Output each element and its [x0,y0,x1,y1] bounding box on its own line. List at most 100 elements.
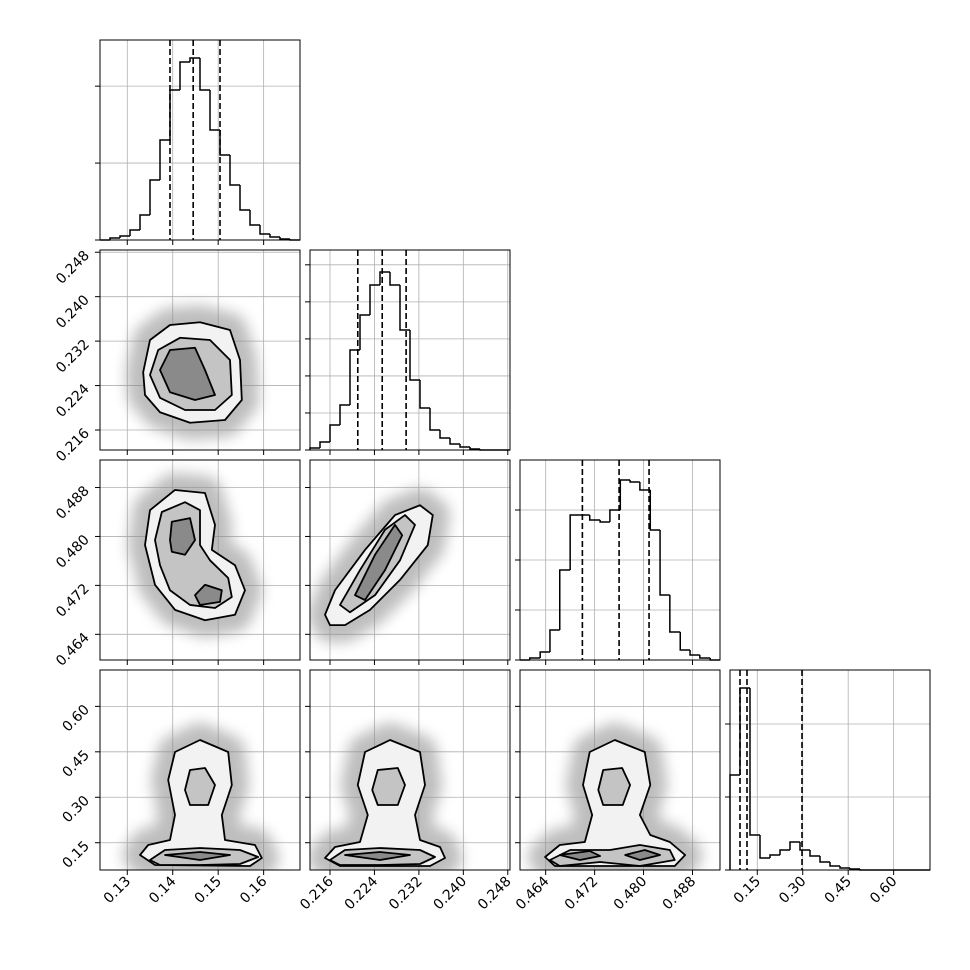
histogram-step [749,688,760,836]
histogram-step [569,514,580,570]
panel-frame [99,669,301,871]
x-tick-label: 0.16 [237,873,270,906]
x-tick-label: 0.224 [342,873,382,913]
x-tick-label: 0.13 [101,874,134,907]
x-tick-label: 0.45 [822,874,855,907]
histogram-step [789,841,800,850]
density-contour [164,851,231,861]
histogram-step [399,284,410,331]
panel-frame [729,669,931,871]
x-tick-label: 0.472 [562,874,602,914]
y-tick-label: 0.232 [53,337,93,377]
panel-frame [99,39,301,241]
histogram-step [649,490,661,531]
x-tick-label: 0.15 [192,874,225,907]
histogram-step [189,57,200,62]
x-tick-label: 0.240 [430,874,470,914]
histogram-step [159,139,170,180]
histogram-step [599,520,610,523]
histogram-step [619,479,631,510]
x-tick-label: 0.30 [776,874,809,907]
density [123,723,279,870]
histogram-step [759,834,770,859]
y-tick-label: 0.224 [53,381,93,421]
panel-frame [99,249,301,451]
histogram-step [429,408,440,431]
density-contour [354,523,404,601]
histogram-step [609,509,621,522]
y-tick-label: 0.15 [59,838,92,871]
histogram-step [729,774,740,870]
histogram-step [539,651,550,658]
histogram-step [679,632,691,651]
density-contour [344,851,411,861]
histogram-step [119,235,130,238]
histogram-step [269,234,280,238]
x-tick-label: 0.60 [867,874,900,907]
histogram-step [219,130,230,156]
histogram-step [829,861,840,867]
panel-frame [519,459,721,661]
panel-frame [309,459,511,661]
density-contour [624,849,661,861]
x-tick-label: 0.232 [386,874,426,914]
histogram-step [419,380,430,409]
histogram-step [109,237,120,240]
x-tick-label: 0.14 [146,873,179,906]
y-tick-label: 0.216 [53,425,93,465]
x-tick-label: 0.248 [475,874,515,914]
density [128,472,262,638]
panel-frame [519,669,721,871]
histogram-step [588,515,601,521]
histogram-step [279,237,290,240]
panel-frame [309,669,511,871]
histogram-step [809,850,820,857]
histogram-step [819,855,830,863]
histogram-step [179,61,190,90]
density [126,305,259,440]
histogram-step [249,210,260,226]
density-contour [371,767,406,806]
x-tick-label: 0.480 [611,874,651,914]
histogram-step [209,90,220,131]
histogram-step [659,530,670,596]
y-tick-label: 0.30 [59,793,92,826]
histogram-step [439,430,450,439]
x-tick-label: 0.216 [297,873,337,913]
panel-frame [309,249,511,451]
histogram-step [839,865,850,869]
histogram-step [199,58,210,91]
y-tick-label: 0.464 [53,630,93,670]
histogram-step [339,404,350,425]
y-tick-label: 0.472 [53,581,93,621]
y-tick-label: 0.240 [53,292,93,332]
histogram-step [469,446,480,450]
histogram-step [169,89,180,140]
density [310,723,462,870]
histogram-step [639,482,651,491]
x-tick-label: 0.15 [731,874,764,907]
histogram-step [769,854,780,859]
density [310,488,450,643]
histogram-step [379,271,390,285]
density [528,723,703,870]
histogram-step [229,155,240,186]
density-contour [184,767,216,806]
density-contour [558,850,602,861]
histogram-step [369,284,380,315]
histogram-step [139,214,150,230]
histogram-step [629,480,640,483]
histogram-step [389,272,400,286]
histogram-step [239,185,250,211]
y-tick-label: 0.480 [53,532,93,572]
density-contour [169,517,196,556]
histogram-step [259,225,270,235]
histogram-step [849,868,860,870]
x-tick-label: 0.464 [513,873,553,913]
histogram-step [799,841,810,851]
histogram-step [349,349,360,405]
histogram-step [549,629,560,652]
histogram-step [559,569,571,630]
